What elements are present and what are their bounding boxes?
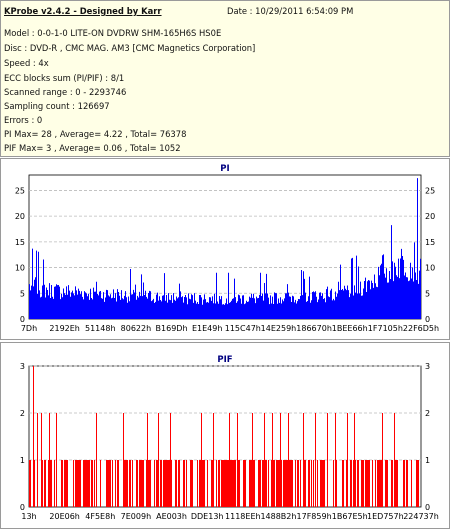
pif-x-tick-label: 7E009h bbox=[121, 512, 151, 521]
pif-x-tick-label: 224737h bbox=[403, 512, 439, 521]
pi-y-tick-label: 5 bbox=[20, 289, 25, 298]
info-sampling-count: Sampling count : 126697 bbox=[4, 101, 110, 111]
pif-x-tick-label: DDE13h bbox=[191, 512, 224, 521]
pi-x-tick-label: B169Dh bbox=[156, 324, 188, 333]
pi-x-tick-label: 80622h bbox=[121, 324, 152, 333]
pif-x-tick-label: 20E06h bbox=[49, 512, 79, 521]
pi-x-tick-label: 51148h bbox=[85, 324, 116, 333]
pif-y-tick-label: 0 bbox=[20, 503, 25, 512]
pi-x-tick-label: 186670h bbox=[296, 324, 332, 333]
pi-y-tick-label-right: 20 bbox=[425, 212, 435, 221]
pi-x-tick-label: 14E259h bbox=[261, 324, 297, 333]
pif-y-tick-label-right: 2 bbox=[425, 409, 430, 418]
pi-x-tick-label: 1F7105h bbox=[368, 324, 403, 333]
pif-x-tick-label: 1ED757h bbox=[367, 512, 404, 521]
pi-chart: PI 0 0 5 5 10 10 15 15 20 20 25 25 7Dh 2192Eh 51148h 806… bbox=[0, 158, 450, 340]
pif-x-tick-label: 17F859h bbox=[297, 512, 332, 521]
info-disc: Disc : DVD-R , CMC MAG. AM3 [CMC Magneti… bbox=[4, 43, 256, 53]
pif-y-tick-label: 3 bbox=[20, 362, 25, 371]
pif-x-tick-label: AE003h bbox=[156, 512, 187, 521]
info-scanned-range: Scanned range : 0 - 2293746 bbox=[4, 87, 127, 97]
pif-x-tick-label: 1488B2h bbox=[260, 512, 296, 521]
pif-x-tick-label: 1B67E5h bbox=[332, 512, 368, 521]
app-title: KProbe v2.4.2 - Designed by Karr bbox=[4, 6, 162, 16]
pi-y-tick-label-right: 0 bbox=[425, 315, 430, 324]
pif-x-tick-label: 1118EEh bbox=[225, 512, 261, 521]
info-pif-stats: PIF Max= 3 , Average= 0.06 , Total= 1052 bbox=[4, 143, 181, 153]
pif-chart-title: PIF bbox=[217, 355, 232, 365]
pi-x-tick-label: E1E49h bbox=[192, 324, 222, 333]
pi-x-tick-label: 2192Eh bbox=[49, 324, 79, 333]
info-pi-stats: PI Max= 28 , Average= 4.22 , Total= 7637… bbox=[4, 129, 187, 139]
pi-y-tick-label-right: 15 bbox=[425, 238, 435, 247]
pif-x-tick-label: 13h bbox=[21, 512, 36, 521]
pif-y-tick-label: 1 bbox=[20, 456, 25, 465]
pi-y-tick-label: 10 bbox=[15, 264, 25, 273]
pif-y-tick-label-right: 1 bbox=[425, 456, 430, 465]
pi-y-tick-label: 25 bbox=[15, 186, 25, 195]
scan-info-panel: KProbe v2.4.2 - Designed by Karr Date : … bbox=[0, 0, 450, 157]
info-model: Model : 0-0-1-0 LITE-ON DVDRW SHM-165H6S… bbox=[4, 28, 222, 38]
pi-y-tick-label: 15 bbox=[15, 238, 25, 247]
pi-x-tick-label: 22F6D5h bbox=[403, 324, 439, 333]
pi-y-tick-label-right: 25 bbox=[425, 186, 435, 195]
pif-y-tick-label-right: 0 bbox=[425, 503, 430, 512]
info-speed: Speed : 4x bbox=[4, 58, 49, 68]
pi-x-tick-label: 1BEE66h bbox=[332, 324, 368, 333]
pif-x-tick-label: 4F5E8h bbox=[85, 512, 115, 521]
pi-y-tick-label: 0 bbox=[20, 315, 25, 324]
pif-chart: PIF 0 0 1 1 2 2 3 3 13h 20E06h 4F5E8h 7E009h AE003h DD… bbox=[0, 342, 450, 529]
pi-chart-title: PI bbox=[220, 164, 229, 174]
pi-y-tick-label-right: 5 bbox=[425, 289, 430, 298]
pif-y-tick-label: 2 bbox=[20, 409, 25, 418]
scan-date: Date : 10/29/2011 6:54:09 PM bbox=[227, 6, 354, 16]
info-errors: Errors : 0 bbox=[4, 115, 43, 125]
pi-x-tick-label: 7Dh bbox=[21, 324, 37, 333]
pi-y-tick-label: 20 bbox=[15, 212, 25, 221]
pi-y-tick-label-right: 10 bbox=[425, 264, 435, 273]
info-ecc-sum: ECC blocks sum (PI/PIF) : 8/1 bbox=[4, 73, 125, 83]
pi-x-tick-label: 115C47h bbox=[225, 324, 261, 333]
pif-y-tick-label-right: 3 bbox=[425, 362, 430, 371]
